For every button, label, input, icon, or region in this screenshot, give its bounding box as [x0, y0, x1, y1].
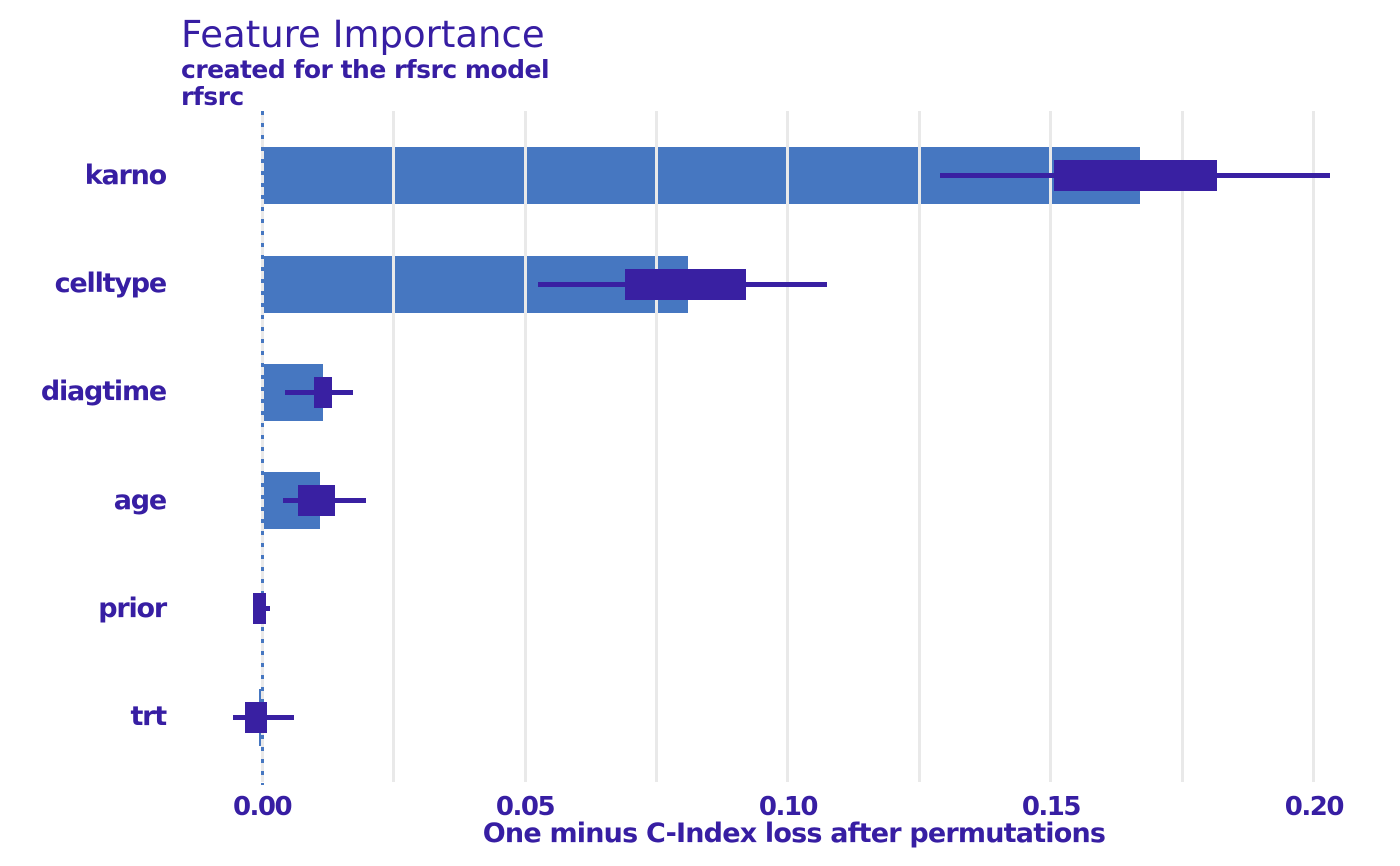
category-label: prior — [98, 592, 167, 624]
boxplot-box — [1053, 160, 1217, 192]
boxplot-box — [253, 593, 267, 625]
gridline — [654, 111, 658, 782]
category-label: age — [113, 484, 167, 516]
gridline — [392, 111, 396, 782]
boxplot-box — [314, 376, 332, 408]
x-tick-label: 0.20 — [1284, 792, 1345, 822]
x-tick-label: 0.10 — [758, 792, 819, 822]
chart-title: Feature Importance — [181, 13, 545, 56]
gridline — [1312, 111, 1316, 782]
gridline — [1180, 111, 1184, 782]
zero-baseline — [260, 111, 264, 785]
boxplot-box — [245, 701, 268, 733]
gridline — [1049, 111, 1053, 782]
category-label: diagtime — [40, 376, 167, 408]
boxplot-box — [297, 485, 336, 517]
gridline — [786, 111, 790, 782]
x-tick-label: 0.15 — [1021, 792, 1082, 822]
facet-label: rfsrc — [181, 82, 244, 111]
boxplot-box — [624, 268, 746, 300]
x-tick-label: 0.05 — [495, 792, 556, 822]
category-label: trt — [130, 701, 167, 733]
x-tick-label: 0.00 — [232, 792, 293, 822]
gridline — [523, 111, 527, 782]
gridline — [917, 111, 921, 782]
category-label: celltype — [54, 268, 168, 300]
x-axis-title: One minus C-Index loss after permutation… — [482, 818, 1106, 849]
chart-subtitle: created for the rfsrc model — [181, 55, 550, 84]
category-label: karno — [84, 159, 167, 191]
